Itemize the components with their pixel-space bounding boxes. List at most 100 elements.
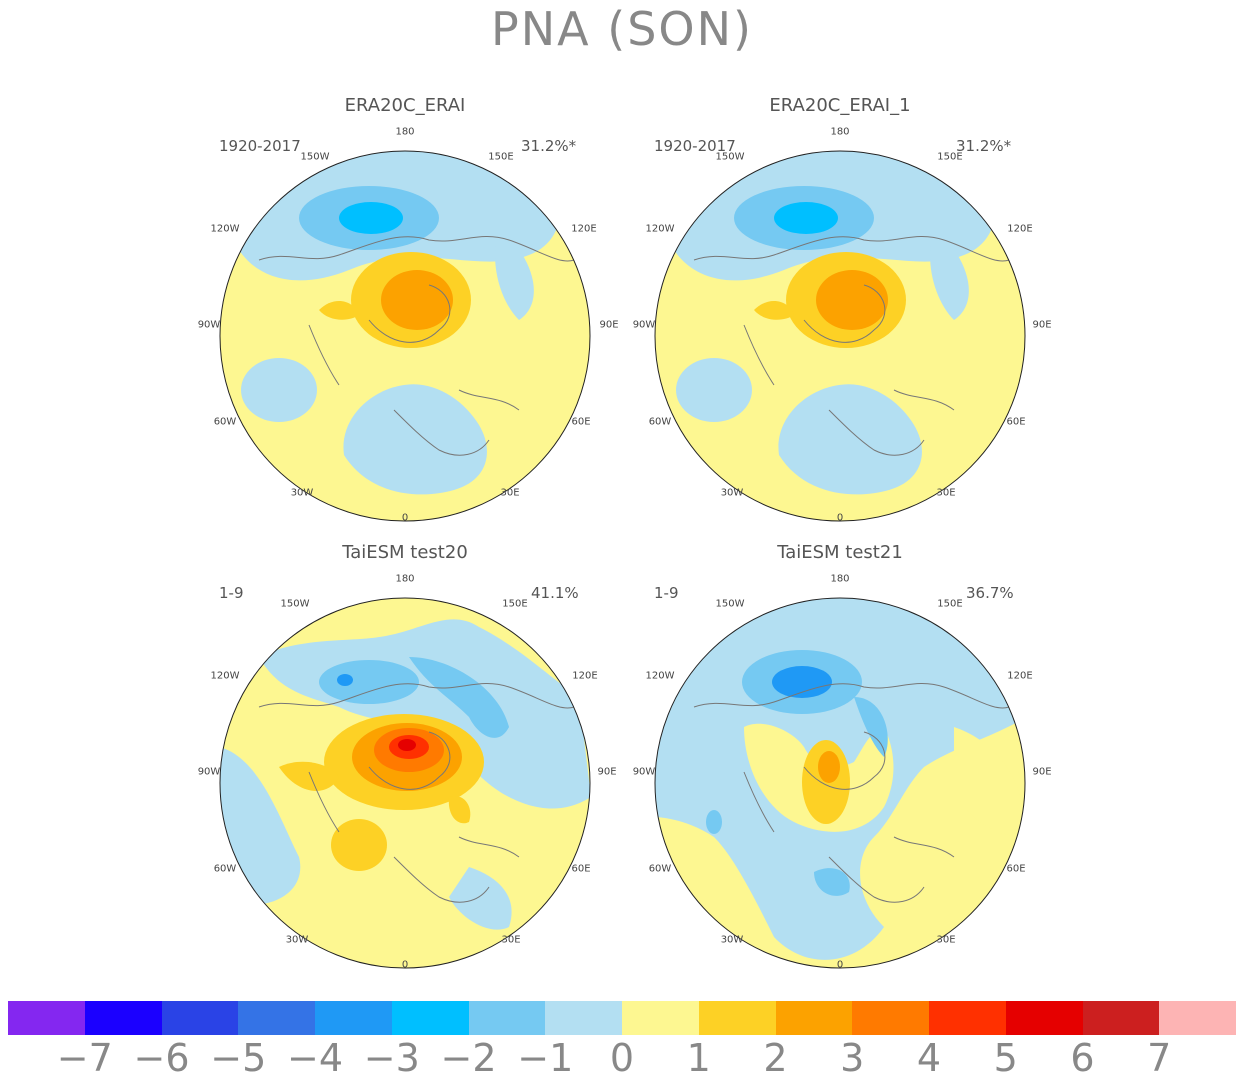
colorbar-tick-label: −1 [517, 1036, 574, 1080]
panel-period: 1920-2017 [654, 137, 736, 155]
coastlines [693, 236, 1010, 456]
colorbar-tick-label: −3 [363, 1036, 420, 1080]
lon-label-90w: 90W [197, 319, 221, 331]
figure-title: PNA (SON) [491, 2, 753, 56]
lon-label-150w: 150W [715, 151, 745, 163]
colorbar-cell [391, 1001, 469, 1035]
colorbar-tick-label: 3 [840, 1036, 865, 1080]
lon-label-120w: 120W [210, 670, 240, 682]
lon-label-90e: 90E [597, 766, 617, 778]
colorbar-cell [8, 1001, 85, 1035]
lon-label-120e: 120E [571, 223, 597, 235]
colorbar-cell [698, 1001, 776, 1035]
lon-label-90e: 90E [1032, 319, 1052, 331]
colorbar-cell [84, 1001, 162, 1035]
lon-label-120e: 120E [1007, 223, 1033, 235]
panel-percent: 31.2%* [521, 137, 577, 155]
panel-period: 1920-2017 [219, 137, 301, 155]
panel-percent: 31.2%* [956, 137, 1012, 155]
colorbar-tick-label: −5 [210, 1036, 267, 1080]
lon-label-0: 0 [401, 512, 409, 524]
panel-period: 1-9 [219, 584, 244, 602]
lon-label-0: 0 [836, 959, 844, 971]
lon-label-120w: 120W [645, 223, 675, 235]
colorbar-cell [622, 1001, 699, 1035]
lon-label-120w: 120W [645, 670, 675, 682]
colorbar-tick-label: −2 [440, 1036, 497, 1080]
colorbar-cell [1159, 1001, 1236, 1035]
polar-map [654, 597, 1026, 969]
lon-label-180: 180 [395, 573, 415, 585]
colorbar-tick-label: 0 [609, 1036, 635, 1080]
colorbar-tick-label: 6 [1070, 1036, 1095, 1080]
lon-label-0: 0 [836, 512, 844, 524]
panel-title: ERA20C_ERAI_1 [769, 95, 911, 116]
lon-label-120e: 120E [572, 670, 598, 682]
colorbar-cell [315, 1001, 392, 1035]
lon-label-90e: 90E [599, 319, 619, 331]
panel-period: 1-9 [654, 584, 679, 602]
colorbar-cell [468, 1001, 546, 1035]
lon-label-180: 180 [830, 573, 850, 585]
negative-anomaly-west [241, 358, 317, 422]
lon-label-120w: 120W [210, 223, 240, 235]
lon-label-90w: 90W [632, 319, 656, 331]
colorbar-tick-label: −7 [56, 1036, 113, 1080]
lon-label-60e: 60E [1006, 416, 1026, 428]
colorbar-tick-label: 1 [686, 1036, 711, 1080]
colorbar-tick-label: 5 [993, 1036, 1018, 1080]
lon-label-30w: 30W [720, 487, 744, 499]
polar-map [219, 150, 591, 522]
coastlines [693, 683, 1010, 903]
lon-label-60e: 60E [571, 863, 591, 875]
colorbar-tick-label: 2 [763, 1036, 788, 1080]
lon-label-150e: 150E [937, 151, 963, 163]
lon-label-0: 0 [401, 959, 409, 971]
colorbar-cell [775, 1001, 853, 1035]
polar-map [654, 150, 1026, 522]
lon-label-30w: 30W [720, 934, 744, 946]
lon-label-180: 180 [830, 126, 850, 138]
colorbar-cell [929, 1001, 1006, 1035]
lon-label-90w: 90W [632, 766, 656, 778]
colorbar [8, 1001, 1236, 1035]
panel-title: ERA20C_ERAI [344, 95, 466, 116]
lon-label-150w: 150W [300, 151, 330, 163]
colorbar-cell [1082, 1001, 1160, 1035]
lon-label-150w: 150W [715, 598, 745, 610]
lon-label-60w: 60W [213, 416, 237, 428]
colorbar-cell [238, 1001, 315, 1035]
lon-label-150w: 150W [280, 598, 310, 610]
colorbar-cell [852, 1001, 929, 1035]
panel-percent: 41.1% [531, 584, 579, 602]
colorbar-tick-label: 7 [1147, 1036, 1172, 1080]
lon-label-60w: 60W [213, 863, 237, 875]
lon-label-180: 180 [395, 126, 415, 138]
colorbar-labels: −7 −6 −5 −4 −3 −2 −1 0 1 2 3 4 5 6 7 [8, 1036, 1236, 1080]
lon-label-30w: 30W [290, 487, 314, 499]
negative-anomaly-atlantic [343, 384, 487, 495]
lon-label-30e: 30E [501, 934, 521, 946]
lon-label-60w: 60W [648, 416, 672, 428]
lon-label-90e: 90E [1032, 766, 1052, 778]
panel-percent: 36.7% [966, 584, 1014, 602]
colorbar-tick-label: −6 [133, 1036, 190, 1080]
colorbar-tick-label: −4 [286, 1036, 344, 1080]
lon-label-30w: 30W [285, 934, 309, 946]
colorbar-tick-label: 4 [916, 1036, 942, 1080]
colorbar-cell [545, 1001, 622, 1035]
lon-label-150e: 150E [502, 598, 528, 610]
lon-label-90w: 90W [197, 766, 221, 778]
lon-label-150e: 150E [937, 598, 963, 610]
panel-title: TaiESM test21 [777, 542, 903, 563]
panel-taiesm-test20: TaiESM test20 1-9 41.1% 180 150W 150E 12… [198, 542, 779, 982]
coastlines [258, 683, 575, 903]
coastlines [258, 236, 575, 456]
lon-label-120e: 120E [1007, 670, 1033, 682]
panel-taiesm-test21: TaiESM test21 1-9 36.7% 180 150W 150E 12… [633, 542, 1214, 982]
colorbar-cell [161, 1001, 239, 1035]
polar-map [219, 597, 591, 969]
lon-label-30e: 30E [936, 487, 956, 499]
panel-title: TaiESM test20 [342, 542, 468, 563]
lon-label-30e: 30E [500, 487, 520, 499]
